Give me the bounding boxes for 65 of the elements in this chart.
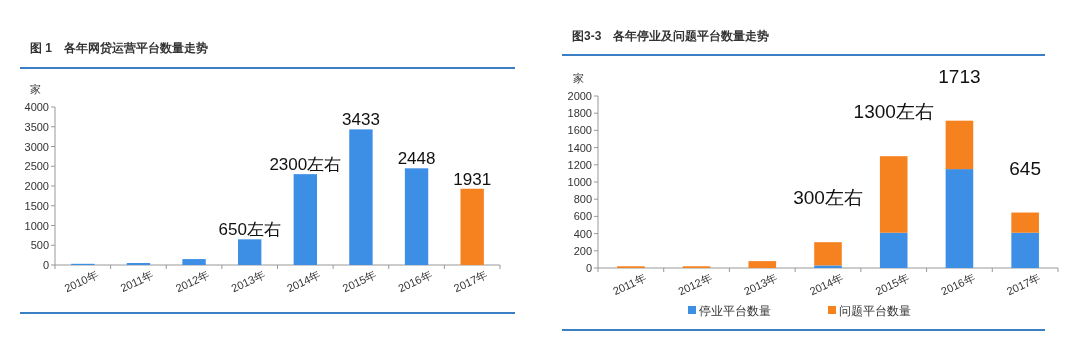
y-tick-label: 2000	[567, 90, 592, 102]
y-tick-label: 1500	[24, 199, 49, 212]
y-tick-label: 2500	[24, 160, 49, 173]
y-tick-label: 4000	[24, 101, 49, 113]
bar	[349, 129, 373, 265]
y-tick-label: 400	[573, 227, 592, 240]
bar	[1011, 212, 1039, 233]
bar	[404, 168, 429, 265]
x-tick-label: 2014年	[807, 271, 845, 298]
bar	[238, 239, 262, 265]
y-tick-label: 1800	[567, 107, 592, 120]
bar	[945, 120, 974, 170]
legend-label: 停业平台数量	[699, 304, 771, 318]
y-tick-label: 600	[573, 210, 592, 223]
y-tick-label: 1400	[567, 141, 592, 154]
y-tick-label: 2000	[24, 180, 49, 192]
x-tick-label: 2013年	[741, 271, 780, 298]
total-label: 1300左右	[853, 101, 934, 123]
y-tick-label: 500	[30, 239, 49, 252]
y-tick-label: 800	[573, 193, 592, 206]
y-tick-label: 1600	[567, 124, 592, 137]
data-label: 1931	[453, 169, 492, 189]
x-tick-label: 2012年	[173, 268, 211, 295]
x-tick-label: 2013年	[229, 268, 267, 295]
x-tick-label: 2011年	[118, 268, 155, 295]
bar	[748, 261, 777, 268]
x-tick-label: 2017年	[451, 268, 490, 295]
y-tick-label: 3500	[24, 120, 49, 133]
total-label: 645	[1009, 157, 1041, 179]
y-tick-label: 0	[585, 262, 592, 274]
x-tick-label: 2015年	[873, 271, 911, 298]
y-tick-label: 200	[573, 244, 592, 257]
legend-label: 问题平台数量	[839, 304, 911, 318]
x-tick-label: 2011年	[610, 271, 648, 298]
bar	[879, 156, 908, 233]
bar	[945, 169, 974, 268]
x-tick-label: 2010年	[62, 268, 100, 295]
bar	[879, 232, 908, 268]
y-tick-label: 0	[42, 259, 49, 271]
chart-title: 图3-3 各年停业及问题平台数量走势	[572, 29, 770, 43]
y-tick-label: 1000	[24, 219, 49, 232]
bar	[293, 174, 317, 265]
data-label: 3433	[342, 110, 380, 130]
bar	[814, 265, 842, 268]
x-tick-label: 2016年	[939, 271, 977, 298]
y-axis-title: 家	[572, 72, 584, 84]
x-tick-label: 2016年	[396, 268, 434, 295]
bar	[460, 188, 484, 265]
data-label: 2448	[397, 149, 436, 169]
x-tick-label: 2017年	[1004, 271, 1043, 298]
x-tick-label: 2012年	[676, 271, 714, 298]
bar	[182, 259, 206, 265]
data-label: 650左右	[218, 220, 281, 240]
total-label: 300左右	[793, 187, 863, 209]
y-tick-label: 1000	[567, 176, 592, 188]
y-tick-label: 1200	[567, 158, 592, 171]
x-tick-label: 2014年	[285, 268, 323, 295]
y-tick-label: 3000	[24, 140, 49, 153]
y-axis-title: 家	[29, 83, 41, 95]
total-label: 1713	[938, 65, 981, 87]
bar	[814, 242, 842, 266]
chart-title: 图 1 各年网贷运营平台数量走势	[30, 41, 209, 55]
x-tick-label: 2015年	[340, 268, 378, 295]
bar	[1011, 232, 1039, 268]
data-label: 2300左右	[269, 155, 342, 175]
